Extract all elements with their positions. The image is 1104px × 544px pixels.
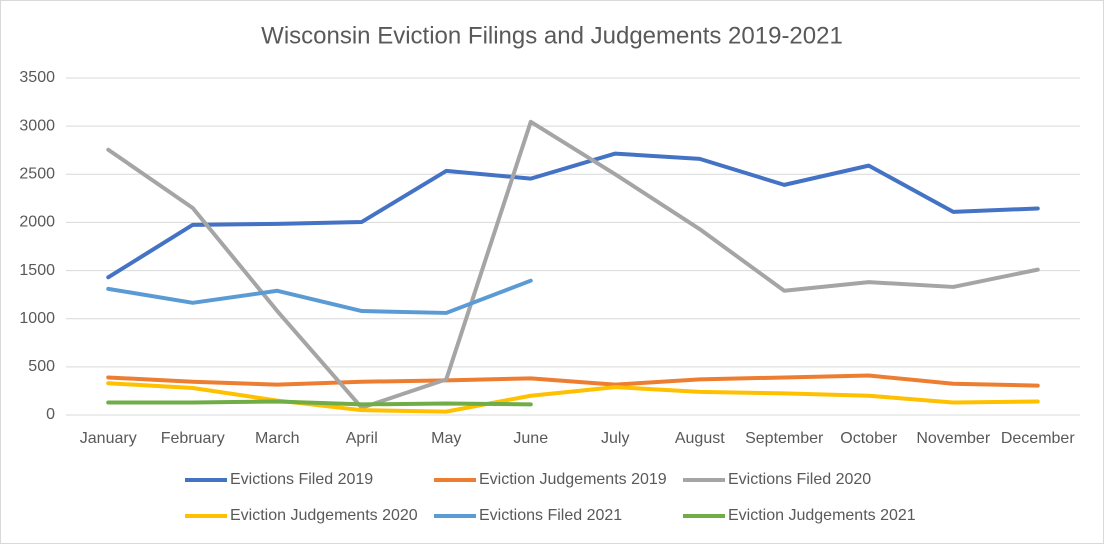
x-tick-label: July [601, 430, 629, 447]
series-line [106, 373, 1040, 388]
x-tick-label: June [513, 430, 548, 447]
x-tick-label: May [431, 430, 461, 447]
y-tick-label: 3500 [19, 69, 55, 86]
series-line [106, 278, 533, 315]
y-tick-label: 0 [46, 406, 55, 423]
x-tick-label: April [346, 430, 378, 447]
y-tick-label: 2500 [19, 166, 55, 183]
x-tick-label: January [80, 430, 137, 447]
x-tick-label: February [161, 430, 225, 447]
x-tick-label: August [675, 430, 725, 447]
legend-label: Eviction Judgements 2020 [230, 507, 418, 524]
x-tick-label: March [255, 430, 299, 447]
y-tick-label: 500 [28, 358, 55, 375]
x-tick-label: December [1001, 430, 1075, 447]
y-tick-label: 2000 [19, 214, 55, 231]
x-tick-label: September [745, 430, 824, 447]
legend-label: Evictions Filed 2019 [230, 471, 373, 488]
y-tick-label: 3000 [19, 117, 55, 134]
legend-label: Evictions Filed 2020 [728, 471, 871, 488]
legend-label: Eviction Judgements 2021 [728, 507, 916, 524]
series-line [106, 151, 1040, 280]
y-tick-label: 1000 [19, 310, 55, 327]
legend-label: Eviction Judgements 2019 [479, 471, 667, 488]
legend-label: Evictions Filed 2021 [479, 507, 622, 524]
series-line [106, 381, 1040, 414]
x-tick-label: October [840, 430, 898, 447]
chart-title: Wisconsin Eviction Filings and Judgement… [261, 22, 843, 49]
series-line [106, 399, 533, 407]
y-tick-label: 1500 [19, 262, 55, 279]
x-tick-label: November [916, 430, 990, 447]
